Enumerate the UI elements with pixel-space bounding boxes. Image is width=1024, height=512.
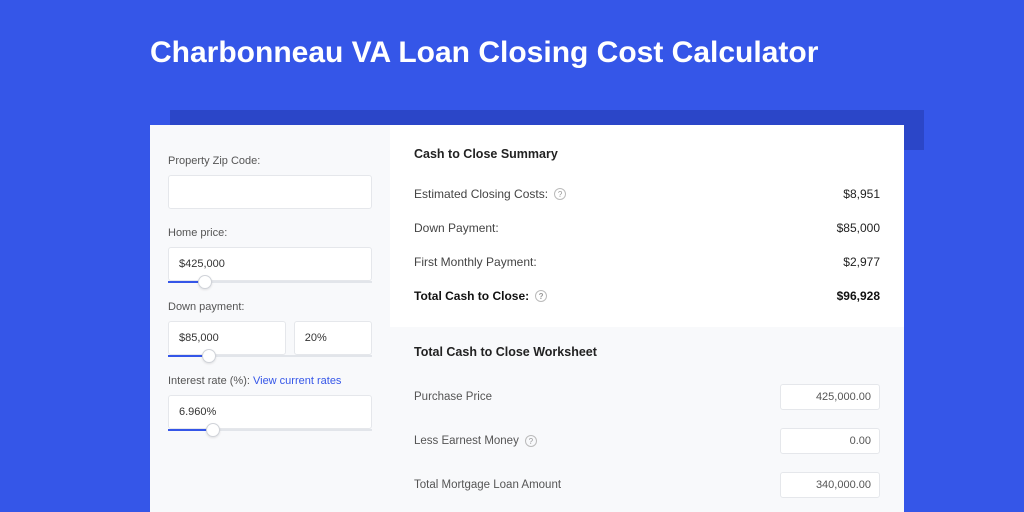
slider-thumb[interactable] bbox=[206, 423, 220, 437]
view-rates-link[interactable]: View current rates bbox=[253, 375, 341, 387]
worksheet-row: Less Earnest Money? bbox=[414, 419, 880, 463]
help-icon[interactable]: ? bbox=[535, 290, 547, 302]
worksheet-row: Total Mortgage Loan Amount bbox=[414, 463, 880, 507]
calculator-card: Property Zip Code: Home price: Down paym… bbox=[150, 125, 904, 512]
summary-row-label-text: First Monthly Payment: bbox=[414, 255, 537, 269]
field-down-payment: Down payment: bbox=[168, 301, 372, 357]
zip-label: Property Zip Code: bbox=[168, 155, 372, 167]
summary-row-label-text: Total Cash to Close: bbox=[414, 289, 529, 303]
summary-row-label: Total Cash to Close:? bbox=[414, 289, 547, 303]
worksheet-value-input[interactable] bbox=[780, 472, 880, 498]
home-price-slider[interactable] bbox=[168, 281, 372, 283]
summary-row: Down Payment: $85,000 bbox=[414, 211, 880, 245]
worksheet-row-label: Purchase Price bbox=[414, 391, 492, 403]
summary-row-label: Down Payment: bbox=[414, 221, 499, 235]
interest-label-text: Interest rate (%): bbox=[168, 375, 250, 387]
home-price-label: Home price: bbox=[168, 227, 372, 239]
down-payment-pct-input[interactable] bbox=[294, 321, 372, 355]
summary-row-label: First Monthly Payment: bbox=[414, 255, 537, 269]
help-icon[interactable]: ? bbox=[525, 435, 537, 447]
summary-row: Estimated Closing Costs:? $8,951 bbox=[414, 177, 880, 211]
results-panel: Cash to Close Summary Estimated Closing … bbox=[390, 125, 904, 512]
worksheet-row: Total Second Mortgage Amount? bbox=[414, 507, 880, 512]
summary-row-value: $85,000 bbox=[837, 221, 880, 235]
summary-row-value: $2,977 bbox=[843, 255, 880, 269]
summary-row-value: $8,951 bbox=[843, 187, 880, 201]
help-icon[interactable]: ? bbox=[554, 188, 566, 200]
interest-slider[interactable] bbox=[168, 429, 372, 431]
worksheet-row-label-text: Less Earnest Money bbox=[414, 435, 519, 447]
page-title: Charbonneau VA Loan Closing Cost Calcula… bbox=[0, 0, 1024, 92]
slider-thumb[interactable] bbox=[198, 275, 212, 289]
slider-thumb[interactable] bbox=[202, 349, 216, 363]
worksheet-rows: Purchase Price Less Earnest Money? Total M… bbox=[414, 375, 880, 512]
worksheet-row: Purchase Price bbox=[414, 375, 880, 419]
worksheet-row-label: Total Mortgage Loan Amount bbox=[414, 479, 561, 491]
field-home-price: Home price: bbox=[168, 227, 372, 283]
worksheet-box: Total Cash to Close Worksheet Purchase P… bbox=[390, 327, 904, 512]
summary-rows: Estimated Closing Costs:? $8,951 Down Paym… bbox=[414, 177, 880, 313]
summary-row: Total Cash to Close:? $96,928 bbox=[414, 279, 880, 313]
down-payment-slider[interactable] bbox=[168, 355, 372, 357]
summary-row-label-text: Down Payment: bbox=[414, 221, 499, 235]
worksheet-value-input[interactable] bbox=[780, 384, 880, 410]
input-panel: Property Zip Code: Home price: Down paym… bbox=[150, 125, 390, 512]
summary-row: First Monthly Payment: $2,977 bbox=[414, 245, 880, 279]
worksheet-title: Total Cash to Close Worksheet bbox=[414, 345, 880, 359]
down-payment-input[interactable] bbox=[168, 321, 286, 355]
down-payment-label: Down payment: bbox=[168, 301, 372, 313]
summary-title: Cash to Close Summary bbox=[414, 147, 880, 161]
worksheet-row-label: Less Earnest Money? bbox=[414, 435, 537, 447]
field-interest: Interest rate (%): View current rates bbox=[168, 375, 372, 431]
interest-input[interactable] bbox=[168, 395, 372, 429]
summary-row-label: Estimated Closing Costs:? bbox=[414, 187, 566, 201]
home-price-input[interactable] bbox=[168, 247, 372, 281]
worksheet-value-input[interactable] bbox=[780, 428, 880, 454]
interest-label: Interest rate (%): View current rates bbox=[168, 375, 372, 387]
zip-input[interactable] bbox=[168, 175, 372, 209]
summary-row-value: $96,928 bbox=[837, 289, 880, 303]
worksheet-row-label-text: Total Mortgage Loan Amount bbox=[414, 479, 561, 491]
field-zip: Property Zip Code: bbox=[168, 155, 372, 209]
worksheet-row-label-text: Purchase Price bbox=[414, 391, 492, 403]
summary-row-label-text: Estimated Closing Costs: bbox=[414, 187, 548, 201]
